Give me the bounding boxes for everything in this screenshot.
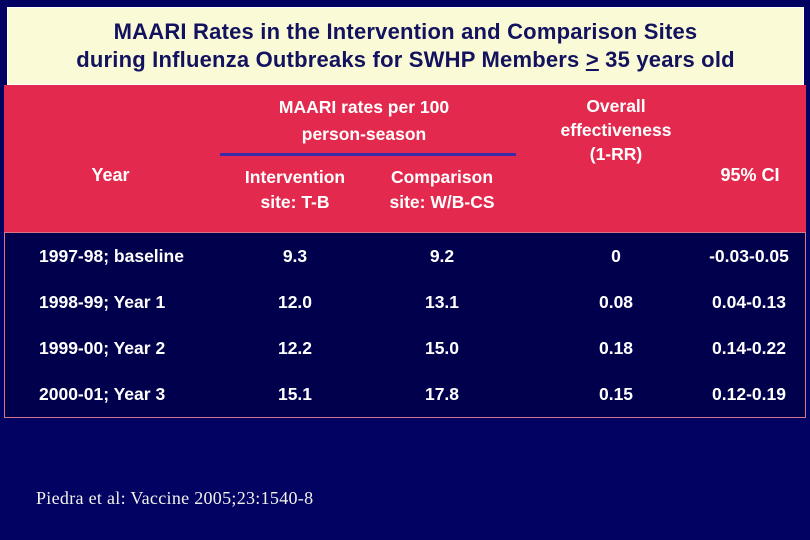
table-header-band: MAARI rates per 100 person-season Overal… <box>4 85 806 232</box>
group-header-line-1: MAARI rates per 100 <box>278 97 450 117</box>
comparison-header-line-2: site: W/B-CS <box>389 192 495 212</box>
citation-reference: Piedra et al: Vaccine 2005;23:1540-8 <box>36 488 314 508</box>
title-box: MAARI Rates in the Intervention and Comp… <box>7 7 804 85</box>
cell-effectiveness: 0.08 <box>598 291 634 312</box>
cell-effectiveness: 0.18 <box>598 337 634 358</box>
cell-intervention-rate: 15.1 <box>277 383 313 404</box>
cell-effectiveness: 0 <box>611 245 621 266</box>
title-line-1: MAARI Rates in the Intervention and Comp… <box>113 19 698 44</box>
cell-effectiveness: 0.15 <box>598 383 634 404</box>
cell-confidence-interval: 0.14-0.22 <box>712 337 786 358</box>
group-header-underline <box>220 153 516 156</box>
intervention-header-line-2: site: T-B <box>260 192 330 212</box>
column-header-95-ci: 95% CI <box>720 165 780 185</box>
cell-intervention-rate: 12.2 <box>277 337 313 358</box>
group-header-maari-rates: MAARI rates per 100 person-season <box>217 94 511 148</box>
title-line-2: during Influenza Outbreaks for SWHP Memb… <box>8 46 803 74</box>
overall-header-line-3: (1-RR) <box>589 144 643 164</box>
cell-comparison-rate: 15.0 <box>424 337 460 358</box>
cell-comparison-rate: 17.8 <box>424 383 460 404</box>
title-line-2-suffix: 35 years old <box>598 47 735 72</box>
group-header-line-2: person-season <box>301 124 427 144</box>
intervention-header-line-1: Intervention <box>244 167 346 187</box>
overall-header-line-1: Overall <box>586 96 646 116</box>
cell-intervention-rate: 12.0 <box>277 291 313 312</box>
cell-year: 1997-98; baseline <box>39 245 184 266</box>
cell-comparison-rate: 13.1 <box>424 291 460 312</box>
cell-intervention-rate: 9.3 <box>282 245 308 266</box>
overall-header-line-2: effectiveness <box>560 120 672 140</box>
column-header-intervention: Intervention site: T-B <box>217 165 373 215</box>
table-body: 1997-98; baseline 9.3 9.2 0 -0.03-0.05 1… <box>4 232 806 418</box>
column-header-comparison: Comparison site: W/B-CS <box>373 165 511 215</box>
column-header-year: Year <box>91 165 130 185</box>
cell-comparison-rate: 9.2 <box>429 245 455 266</box>
cell-year: 1998-99; Year 1 <box>39 291 166 312</box>
cell-confidence-interval: 0.12-0.19 <box>712 383 786 404</box>
greater-equal-symbol: > <box>585 47 599 72</box>
title-line-2-prefix: during Influenza Outbreaks for SWHP Memb… <box>76 47 586 72</box>
cell-confidence-interval: 0.04-0.13 <box>712 291 786 312</box>
comparison-header-line-1: Comparison <box>390 167 494 187</box>
cell-year: 2000-01; Year 3 <box>39 383 166 404</box>
cell-confidence-interval: -0.03-0.05 <box>709 245 789 266</box>
column-header-overall-effectiveness: Overall effectiveness (1-RR) <box>511 94 721 166</box>
cell-year: 1999-00; Year 2 <box>39 337 166 358</box>
